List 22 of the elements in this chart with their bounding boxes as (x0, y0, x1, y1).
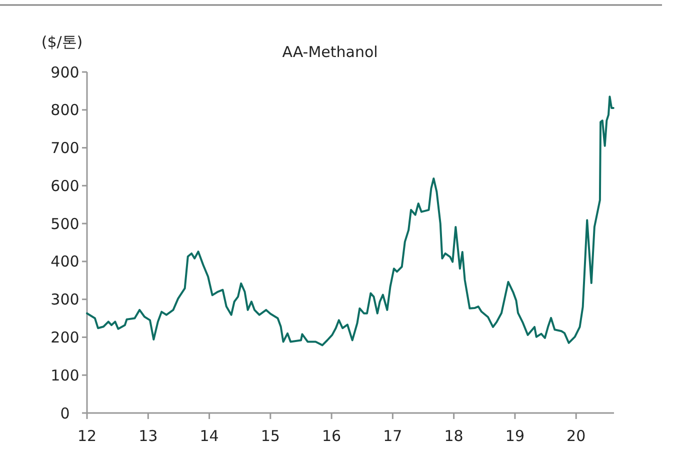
y-tick-label: 800 (50, 101, 80, 120)
x-tick-label: 14 (200, 427, 219, 445)
x-tick-label: 16 (322, 427, 342, 445)
x-tick-label: 15 (260, 427, 280, 445)
y-tick-label: 600 (50, 176, 80, 195)
y-tick-label: 0 (60, 404, 70, 422)
x-tick-label: 13 (138, 427, 158, 445)
x-tick-label: 20 (566, 427, 586, 445)
x-tick-label: 18 (444, 427, 464, 445)
y-tick-label: 200 (50, 328, 80, 346)
y-axis-title: ($/톤) (41, 33, 83, 51)
x-tick-label: 12 (77, 427, 97, 445)
x-tick-label: 17 (383, 427, 402, 445)
x-tick-label: 19 (505, 427, 525, 445)
y-tick-label: 700 (50, 139, 80, 158)
y-tick-label: 900 (50, 63, 80, 82)
y-tick-label: 500 (50, 214, 80, 233)
y-tick-label: 300 (50, 290, 80, 309)
y-tick-label: 400 (50, 252, 80, 271)
chart-title: AA-Methanol (282, 43, 378, 61)
line-series (86, 96, 614, 346)
y-tick-label: 100 (50, 366, 80, 384)
